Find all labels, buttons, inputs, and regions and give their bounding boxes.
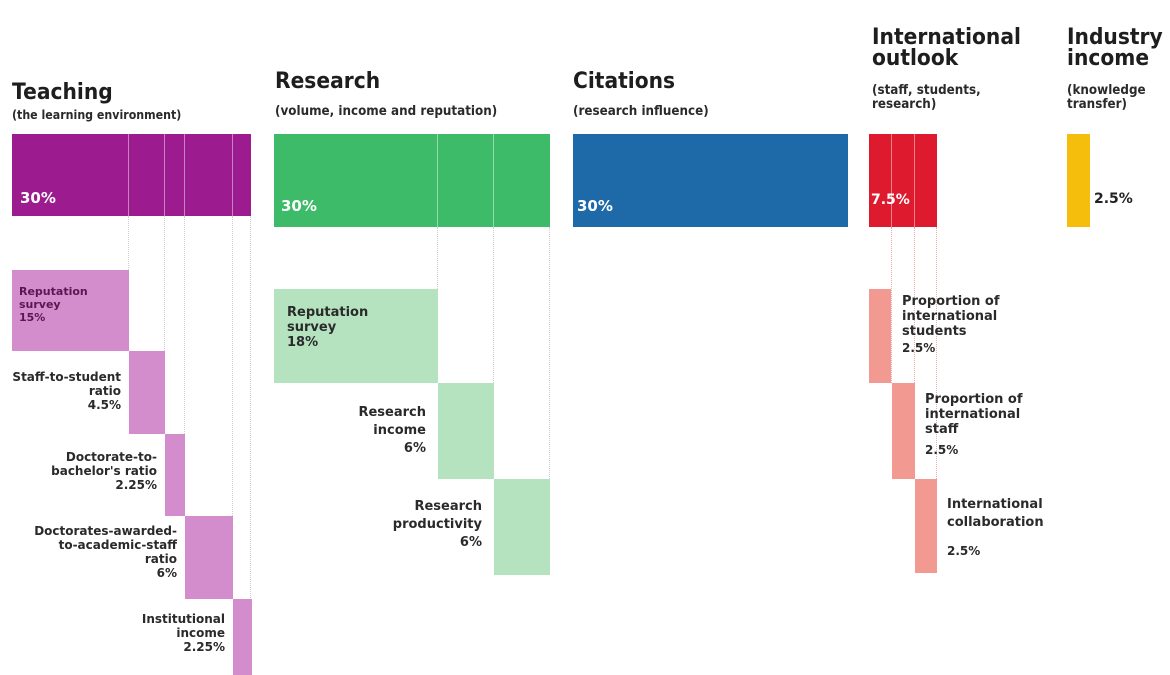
citations-main-bar [573,134,848,227]
research-productivity-label: Research productivity 6% [392,499,482,550]
teaching-doctorate-bachelor-label: Doctorate-to-bachelor's ratio 2.25% [51,450,157,492]
international-bar-divider [914,134,915,227]
teaching-title: Teaching [12,80,113,105]
international-guide-line [936,227,937,479]
teaching-guide-line [250,216,251,600]
research-guide-line [493,227,494,479]
research-income-bar [438,383,494,479]
teaching-bar-divider [232,134,233,216]
industry-weight-label: 2.5% [1094,191,1133,207]
citations-subtitle: (research influence) [573,104,709,119]
research-productivity-bar [494,479,550,575]
industry-title: Industry income [1067,25,1163,71]
teaching-guide-line [128,216,129,270]
teaching-guide-line [232,216,233,516]
research-bar-divider [493,134,494,227]
international-collaboration-label: International collaboration 2.5% [947,497,1044,558]
teaching-bar-divider [128,134,129,216]
international-collaboration-bar [915,479,937,573]
teaching-staff-student-bar [129,351,165,434]
international-staff-label: Proportion of international staff 2.5% [925,392,1023,457]
international-students-label: Proportion of international students 2.5% [902,294,1000,355]
international-subtitle: (staff, students, research) [872,83,981,112]
international-guide-line [891,227,892,383]
industry-subtitle: (knowledge transfer) [1067,83,1146,112]
teaching-reputation-bar [12,270,129,351]
research-reputation-bar [274,289,438,383]
international-guide-line [914,227,915,479]
teaching-guide-line [164,216,165,351]
teaching-reputation-label: Reputation survey 15% [19,285,88,324]
international-bar-divider [891,134,892,227]
teaching-doctorates-awarded-bar [185,516,233,599]
research-weight-label: 30% [281,197,317,215]
teaching-staff-student-label: Staff-to-student ratio 4.5% [12,370,121,412]
teaching-bar-divider [184,134,185,216]
citations-weight-label: 30% [577,197,613,215]
research-main-bar [274,134,550,227]
teaching-bar-divider [164,134,165,216]
teaching-doctorate-bachelor-bar [165,434,185,516]
research-title: Research [275,69,381,94]
research-subtitle: (volume, income and reputation) [275,104,498,119]
industry-main-bar [1067,134,1090,227]
research-income-label: Research income 6% [358,405,426,456]
research-reputation-label: Reputation survey 18% [287,305,369,350]
teaching-guide-line [184,216,185,434]
teaching-subtitle: (the learning environment) [12,108,182,122]
international-main-bar [869,134,937,227]
teaching-doctorates-awarded-label: Doctorates-awarded-to-academic-staff rati… [34,524,177,580]
teaching-weight-label: 30% [20,189,56,207]
international-weight-label: 7.5% [871,192,910,208]
research-bar-divider [437,134,438,227]
teaching-institutional-income-label: Institutional income 2.25% [141,612,225,654]
international-title: International outlook [872,25,1021,71]
international-students-bar [869,289,891,383]
teaching-institutional-income-bar [233,599,252,675]
citations-title: Citations [573,69,676,94]
research-guide-line [549,227,550,479]
international-staff-bar [892,383,915,479]
teaching-main-bar [12,134,251,216]
